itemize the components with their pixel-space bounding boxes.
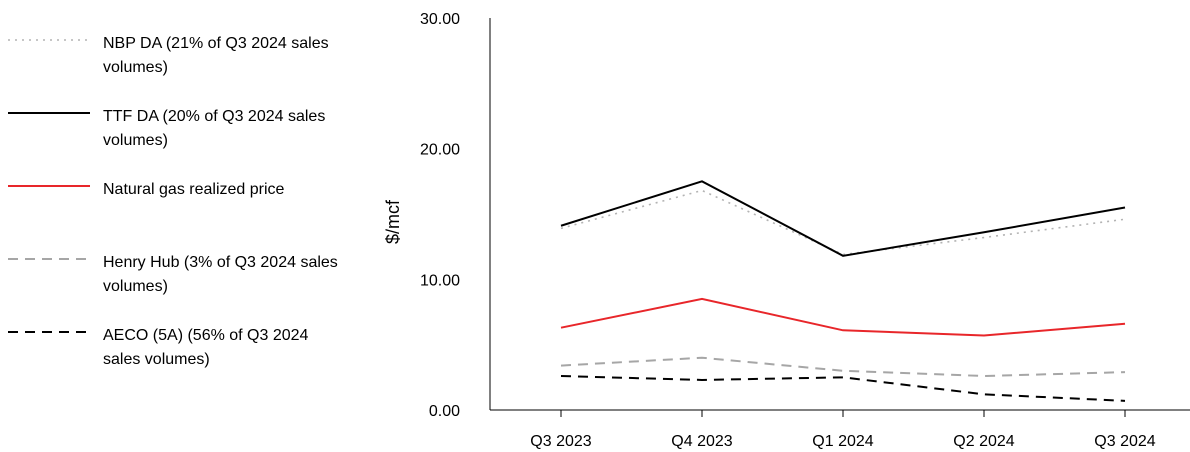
legend-swatch-realized — [8, 185, 90, 187]
legend-swatch-ttf — [8, 112, 90, 114]
legend-item-realized: Natural gas realized price — [8, 178, 338, 251]
x-axis-ticks: Q3 2023 Q4 2023 Q1 2024 Q2 2024 Q3 2024 — [530, 410, 1156, 450]
x-tick-label: Q4 2023 — [671, 433, 732, 450]
y-axis-ticks: 0.00 10.00 20.00 30.00 — [420, 11, 460, 420]
x-tick-label: Q1 2024 — [812, 433, 873, 450]
x-tick-label: Q3 2024 — [1094, 433, 1155, 450]
x-tick-label: Q3 2023 — [530, 433, 591, 450]
legend-item-nbp: NBP DA (21% of Q3 2024 sales volumes) — [8, 32, 338, 105]
legend-swatch-henry-hub — [8, 258, 90, 260]
y-tick-label: 30.00 — [420, 11, 460, 28]
y-tick-label: 0.00 — [429, 403, 460, 420]
legend-label-henry-hub: Henry Hub (3% of Q3 2024 sales volumes) — [103, 254, 338, 295]
legend-swatch-aeco — [8, 331, 90, 333]
series-line-ttf — [560, 180, 1126, 257]
y-axis-title: $/mcf — [383, 199, 403, 244]
legend-item-ttf: TTF DA (20% of Q3 2024 sales volumes) — [8, 105, 338, 178]
legend-item-aeco: AECO (5A) (56% of Q3 2024 sales volumes) — [8, 324, 338, 397]
series-line-aeco — [560, 375, 1126, 402]
legend-label-realized: Natural gas realized price — [103, 181, 285, 198]
y-tick-label: 20.00 — [420, 142, 460, 159]
legend-item-henry-hub: Henry Hub (3% of Q3 2024 sales volumes) — [8, 251, 338, 324]
series-line-realized — [560, 297, 1126, 337]
x-tick-label: Q2 2024 — [953, 433, 1014, 450]
legend-label-ttf: TTF DA (20% of Q3 2024 sales volumes) — [103, 108, 326, 149]
series-line-nbp — [560, 189, 1126, 256]
y-tick-label: 10.00 — [420, 272, 460, 289]
legend-label-nbp: NBP DA (21% of Q3 2024 sales volumes) — [103, 35, 329, 76]
legend-label-aeco: AECO (5A) (56% of Q3 2024 sales volumes) — [103, 327, 309, 368]
series-group — [560, 180, 1126, 402]
legend: NBP DA (21% of Q3 2024 sales volumes) TT… — [8, 32, 338, 397]
series-line-henry-hub — [560, 356, 1126, 378]
